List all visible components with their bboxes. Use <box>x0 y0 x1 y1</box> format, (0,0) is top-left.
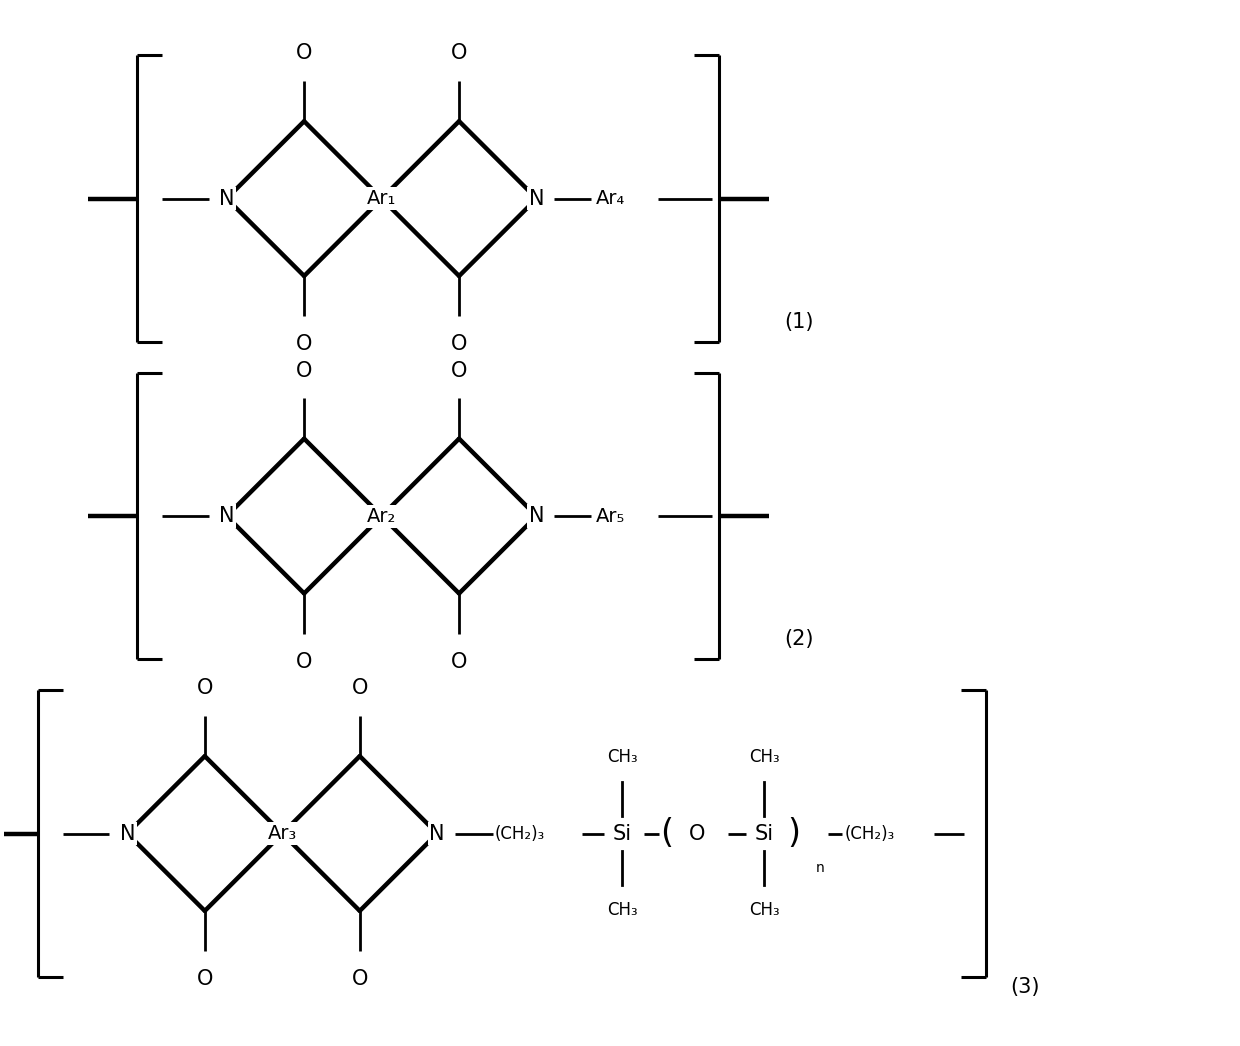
Text: Ar₅: Ar₅ <box>596 506 625 525</box>
Text: CH₃: CH₃ <box>749 901 779 919</box>
Text: O: O <box>451 43 467 63</box>
Text: O: O <box>688 823 704 843</box>
Text: (CH₂)₃: (CH₂)₃ <box>495 824 546 842</box>
Text: O: O <box>296 334 312 355</box>
Text: CH₃: CH₃ <box>606 748 637 766</box>
Text: O: O <box>352 678 368 698</box>
Text: (2): (2) <box>784 630 813 650</box>
Text: CH₃: CH₃ <box>749 748 779 766</box>
Text: Ar₃: Ar₃ <box>268 824 296 843</box>
Text: Ar₂: Ar₂ <box>367 506 397 525</box>
Text: O: O <box>451 361 467 381</box>
Text: N: N <box>219 506 234 526</box>
Text: N: N <box>219 188 234 208</box>
Text: (3): (3) <box>1011 977 1040 997</box>
Text: N: N <box>429 823 445 843</box>
Text: ): ) <box>787 817 800 850</box>
Text: O: O <box>296 652 312 672</box>
Text: CH₃: CH₃ <box>606 901 637 919</box>
Text: O: O <box>296 43 312 63</box>
Text: N: N <box>119 823 135 843</box>
Text: n: n <box>816 861 825 876</box>
Text: Ar₄: Ar₄ <box>596 189 625 208</box>
Text: O: O <box>197 969 213 988</box>
Text: Si: Si <box>754 823 774 843</box>
Text: O: O <box>296 361 312 381</box>
Text: O: O <box>451 334 467 355</box>
Text: (1): (1) <box>784 312 813 332</box>
Text: O: O <box>451 652 467 672</box>
Text: O: O <box>197 678 213 698</box>
Text: N: N <box>528 188 544 208</box>
Text: Si: Si <box>613 823 631 843</box>
Text: N: N <box>528 506 544 526</box>
Text: (CH₂)₃: (CH₂)₃ <box>844 824 895 842</box>
Text: (: ( <box>660 817 673 850</box>
Text: Ar₁: Ar₁ <box>367 189 397 208</box>
Text: O: O <box>352 969 368 988</box>
